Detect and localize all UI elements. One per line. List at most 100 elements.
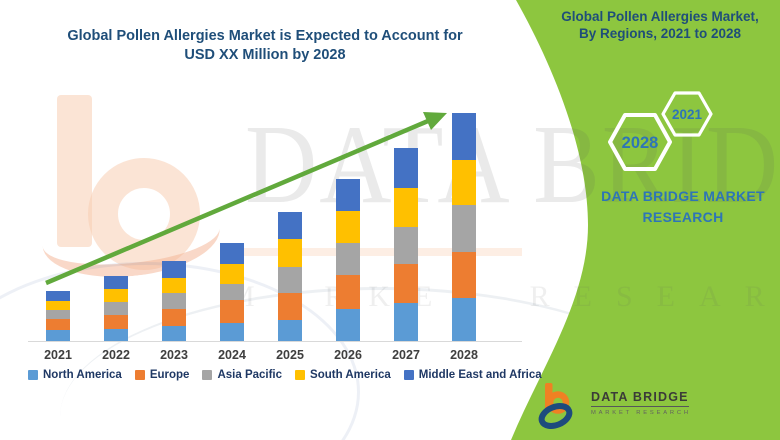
legend-swatch: [202, 370, 213, 380]
bar-segment: [220, 243, 244, 264]
chart-title: Global Pollen Allergies Market is Expect…: [55, 27, 475, 65]
legend-label: Middle East and Africa: [418, 369, 542, 381]
chart-title-line2: USD XX Million by 2028: [184, 47, 346, 63]
legend-item: Europe: [134, 369, 190, 381]
bar-segment: [452, 298, 476, 341]
legend-item: South America: [295, 369, 391, 381]
bar-segment: [46, 291, 70, 301]
bar-segment: [46, 310, 70, 319]
bar-slot-2026: 2026: [319, 101, 377, 362]
bar-segment: [104, 329, 128, 341]
bar-segment: [394, 303, 418, 341]
stacked-bar-2022: [104, 276, 128, 341]
legend-swatch: [403, 370, 414, 380]
bar-slot-2023: 2023: [145, 101, 203, 362]
bar-slot-2024: 2024: [203, 101, 261, 362]
legend-swatch: [134, 370, 145, 380]
legend-label: North America: [43, 369, 122, 381]
x-axis-label: 2023: [160, 348, 188, 362]
x-axis-label: 2025: [276, 348, 304, 362]
stacked-bar-2028: [452, 113, 476, 341]
x-axis-label: 2021: [44, 348, 72, 362]
brand-text-line2: RESEARCH: [642, 209, 724, 225]
x-axis-label: 2024: [218, 348, 246, 362]
bar-segment: [278, 293, 302, 320]
side-panel-title: Global Pollen Allergies Market, By Regio…: [540, 8, 780, 42]
bar-slot-2025: 2025: [261, 101, 319, 362]
hexagon-2021: [661, 91, 713, 137]
bar-segment: [336, 309, 360, 341]
bar-slot-2028: 2028: [435, 101, 493, 362]
bar-segment: [104, 315, 128, 329]
x-axis-label: 2027: [392, 348, 420, 362]
bar-segment: [220, 323, 244, 341]
side-panel-title-line1: Global Pollen Allergies Market,: [561, 9, 759, 24]
footer-logo-name: DATA BRIDGE: [591, 390, 689, 407]
stacked-bar-2025: [278, 212, 302, 341]
bar-segment: [46, 301, 70, 310]
x-axis-label: 2028: [450, 348, 478, 362]
bar-segment: [162, 261, 186, 278]
legend-item: Middle East and Africa: [403, 369, 542, 381]
legend-label: Asia Pacific: [217, 369, 283, 381]
bar-segment: [220, 300, 244, 323]
chart-title-line1: Global Pollen Allergies Market is Expect…: [67, 28, 463, 44]
bar-segment: [336, 275, 360, 309]
x-axis-label: 2026: [334, 348, 362, 362]
legend-swatch: [28, 370, 38, 380]
legend-swatch: [295, 370, 306, 380]
stacked-bar-2027: [394, 148, 418, 341]
bar-segment: [220, 284, 244, 300]
bar-segment: [394, 148, 418, 188]
x-axis-line: [28, 341, 522, 342]
bar-slot-2027: 2027: [377, 101, 435, 362]
bar-segment: [104, 276, 128, 289]
bar-segment: [162, 293, 186, 309]
bar-slot-2022: 2022: [87, 101, 145, 362]
brand-text-line1: DATA BRIDGE MARKET: [601, 188, 765, 204]
bar-segment: [394, 188, 418, 227]
bar-segment: [104, 289, 128, 302]
bar-segment: [278, 267, 302, 293]
stacked-bar-2023: [162, 261, 186, 341]
side-panel-title-line2: By Regions, 2021 to 2028: [578, 26, 742, 41]
bar-segment: [336, 243, 360, 275]
bar-segment: [104, 302, 128, 315]
bar-segment: [452, 113, 476, 160]
bar-segment: [220, 264, 244, 284]
bar-segment: [278, 239, 302, 267]
bar-segment: [278, 320, 302, 341]
bar-segment: [46, 319, 70, 330]
bar-slots: 2021 2022 2023 2024 2025 2026 2027 2028: [29, 101, 493, 362]
bar-segment: [452, 205, 476, 252]
hexagon-2028: [608, 113, 672, 171]
legend-label: South America: [310, 369, 391, 381]
bar-segment: [394, 227, 418, 264]
bar-segment: [336, 179, 360, 211]
bar-slot-2021: 2021: [29, 101, 87, 362]
bar-segment: [278, 212, 302, 239]
stacked-bar-2024: [220, 243, 244, 341]
footer-logo: DATA BRIDGE MARKET RESEARCH: [538, 382, 691, 432]
legend-label: Europe: [149, 369, 190, 381]
hexagon-2021-label: 2021: [672, 107, 703, 122]
legend-item: North America: [28, 369, 122, 381]
year-hexagons: 2028 2021: [608, 91, 713, 171]
bar-segment: [452, 160, 476, 205]
data-bridge-logo-icon: [538, 383, 573, 429]
stacked-bar-2026: [336, 179, 360, 341]
bar-segment: [162, 278, 186, 293]
bar-segment: [452, 252, 476, 298]
x-axis-label: 2022: [102, 348, 130, 362]
legend-item: Asia Pacific: [202, 369, 282, 381]
brand-text: DATA BRIDGE MARKET RESEARCH: [578, 186, 780, 228]
footer-logo-text: DATA BRIDGE MARKET RESEARCH: [591, 382, 691, 416]
bar-segment: [162, 326, 186, 341]
bar-segment: [46, 330, 70, 341]
bar-segment: [162, 309, 186, 326]
footer-logo-tagline: MARKET RESEARCH: [591, 410, 691, 416]
stacked-bar-2021: [46, 291, 70, 341]
